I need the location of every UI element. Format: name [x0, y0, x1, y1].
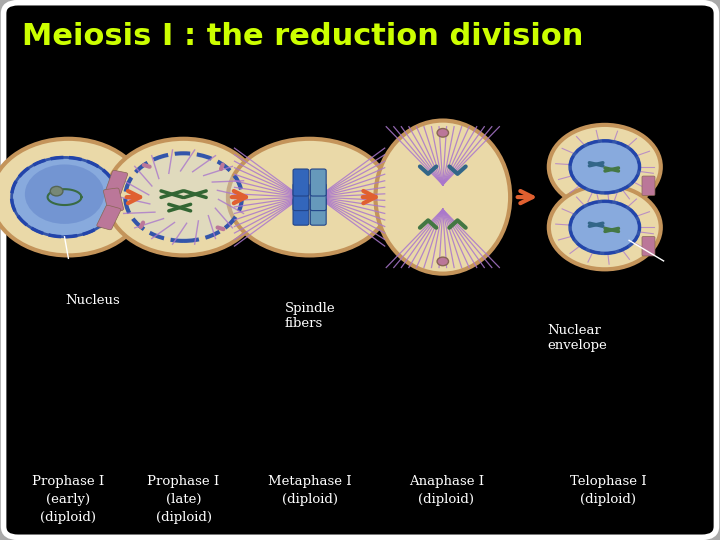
FancyBboxPatch shape [106, 170, 127, 195]
Ellipse shape [228, 139, 391, 255]
FancyBboxPatch shape [310, 184, 326, 211]
Circle shape [12, 158, 117, 237]
Circle shape [0, 139, 146, 255]
Text: Metaphase I
(diploid): Metaphase I (diploid) [268, 475, 351, 506]
FancyBboxPatch shape [293, 198, 309, 225]
Circle shape [127, 155, 240, 239]
Text: Prophase I
(early)
(diploid): Prophase I (early) (diploid) [32, 475, 104, 524]
Circle shape [437, 257, 449, 266]
FancyBboxPatch shape [310, 198, 326, 225]
Circle shape [25, 165, 104, 224]
Circle shape [106, 139, 261, 255]
Text: Telophase I
(diploid): Telophase I (diploid) [570, 475, 647, 506]
FancyBboxPatch shape [104, 188, 124, 212]
FancyBboxPatch shape [96, 205, 121, 230]
Circle shape [570, 201, 639, 253]
Text: Nucleus: Nucleus [65, 294, 120, 307]
Circle shape [570, 141, 639, 193]
Text: Spindle
fibers: Spindle fibers [284, 302, 335, 330]
Circle shape [50, 186, 63, 196]
Text: Nuclear
envelope: Nuclear envelope [547, 324, 607, 352]
Circle shape [549, 185, 661, 269]
FancyBboxPatch shape [293, 169, 309, 196]
Circle shape [437, 129, 449, 137]
Text: Prophase I
(late)
(diploid): Prophase I (late) (diploid) [148, 475, 220, 524]
FancyBboxPatch shape [642, 237, 655, 256]
Text: Anaphase I
(diploid): Anaphase I (diploid) [409, 475, 484, 506]
FancyBboxPatch shape [642, 176, 655, 195]
FancyBboxPatch shape [310, 169, 326, 196]
Text: Meiosis I : the reduction division: Meiosis I : the reduction division [22, 22, 583, 51]
FancyBboxPatch shape [293, 184, 309, 211]
Circle shape [549, 125, 661, 209]
Ellipse shape [375, 120, 510, 274]
